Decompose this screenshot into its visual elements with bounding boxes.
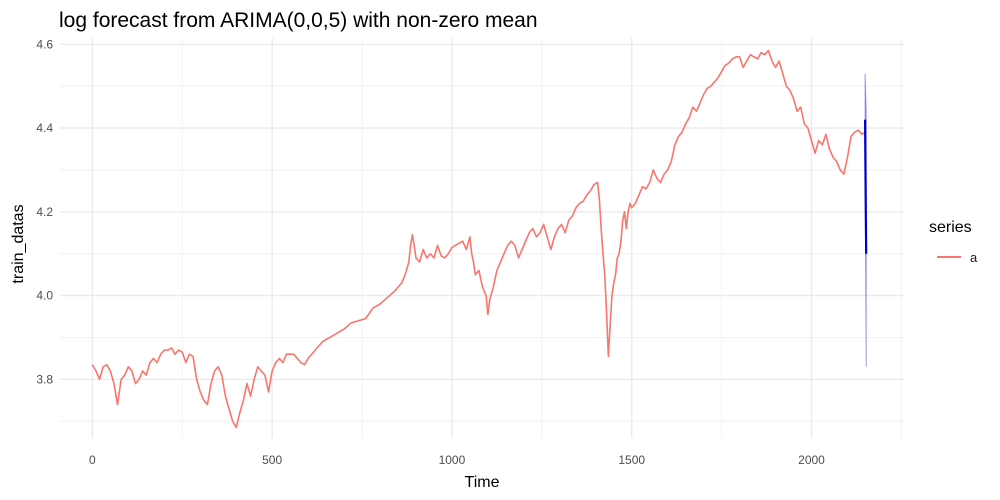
minor-gridlines [60, 38, 905, 438]
y-axis-title: train_datas [10, 204, 27, 283]
x-tick-labels: 0 500 1000 1500 2000 [89, 453, 825, 467]
legend: series a [929, 219, 978, 265]
x-tick-label: 500 [262, 453, 282, 467]
legend-label-a: a [970, 250, 978, 265]
x-tick-label: 1500 [618, 453, 645, 467]
y-tick-label: 4.4 [36, 121, 53, 135]
y-tick-label: 3.8 [36, 372, 53, 386]
legend-title: series [929, 219, 972, 236]
y-tick-label: 4.6 [36, 37, 53, 51]
forecast-mean-line [863, 119, 868, 254]
x-tick-label: 0 [89, 453, 96, 467]
major-gridlines [60, 38, 905, 438]
x-tick-label: 1000 [439, 453, 466, 467]
series-layer [91, 49, 866, 429]
y-tick-label: 4.0 [36, 289, 53, 303]
series-line-a [91, 49, 866, 429]
x-axis-title: Time [465, 474, 500, 491]
chart-title: log forecast from ARIMA(0,0,5) with non-… [59, 9, 538, 32]
forecast-layer [863, 73, 868, 367]
y-tick-labels: 3.8 4.0 4.2 4.4 4.6 [36, 37, 53, 386]
y-tick-label: 4.2 [36, 205, 53, 219]
x-tick-label: 2000 [798, 453, 825, 467]
